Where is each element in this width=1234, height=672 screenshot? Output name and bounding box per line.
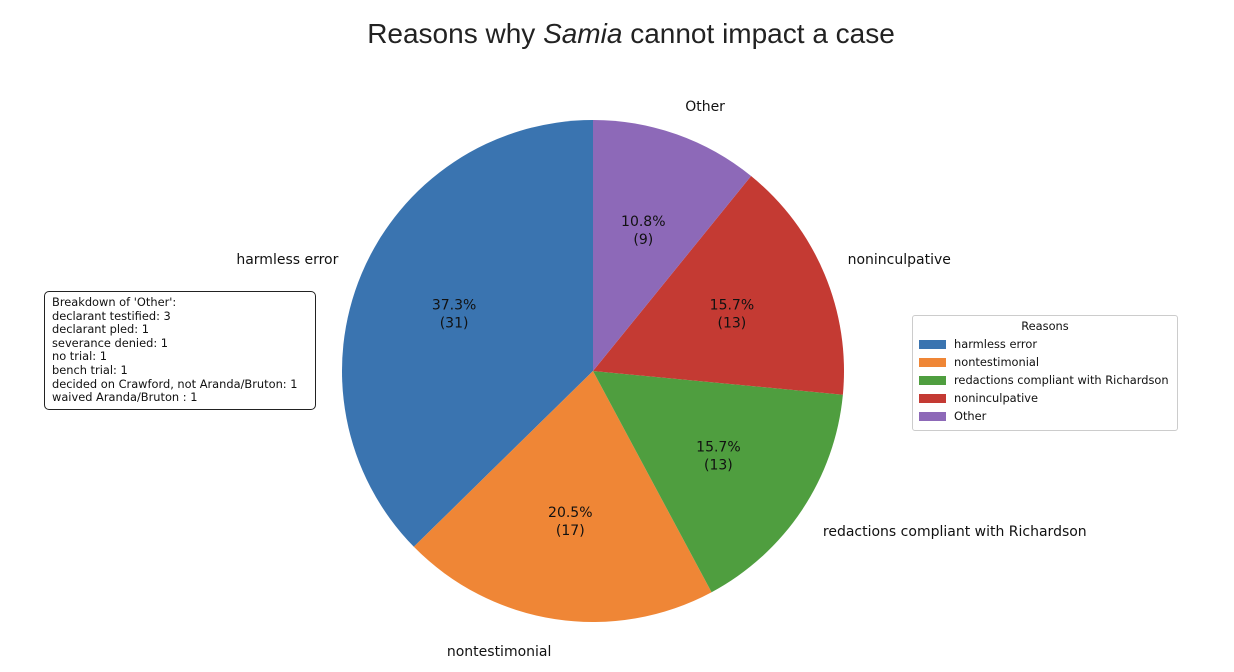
other-breakdown-line: decided on Crawford, not Aranda/Bruton: … <box>52 376 298 391</box>
chart-title: Reasons why Samia cannot impact a case <box>0 18 1234 50</box>
chart-title-suffix: cannot impact a case <box>622 18 895 49</box>
legend-item: Other <box>919 407 1171 425</box>
other-breakdown-line: declarant pled: 1 <box>52 322 149 337</box>
legend-swatch <box>919 339 946 349</box>
pie-count-label: (13) <box>718 316 747 332</box>
legend-title: Reasons <box>1021 319 1069 333</box>
other-breakdown-line: bench trial: 1 <box>52 362 128 377</box>
pie-count-label: (17) <box>556 523 585 539</box>
legend-item: noninculpative <box>919 389 1171 407</box>
pie-category-label: harmless error <box>236 252 338 268</box>
other-breakdown-line: severance denied: 1 <box>52 335 169 350</box>
legend-swatch <box>919 375 946 385</box>
legend-label: Other <box>954 409 987 423</box>
pie-slice-redactions-compliant-with-richardson <box>593 371 843 593</box>
legend-label: noninculpative <box>954 391 1039 405</box>
pie-slice-other <box>593 120 752 371</box>
pie-category-label: noninculpative <box>848 252 951 268</box>
legend-item: redactions compliant with Richardson <box>919 371 1171 389</box>
pie-category-label: Other <box>685 99 725 115</box>
other-breakdown-line: declarant testified: 3 <box>52 308 171 323</box>
legend-swatch <box>919 393 946 403</box>
legend: Reasons harmless error nontestimonial re… <box>912 315 1178 431</box>
pie-count-label: (31) <box>440 316 469 332</box>
legend-item: harmless error <box>919 335 1171 353</box>
pie-slices <box>341 120 845 623</box>
other-breakdown-line: no trial: 1 <box>52 349 107 364</box>
pie-percent-label: 10.8% <box>621 214 665 230</box>
legend-label: nontestimonial <box>954 355 1040 369</box>
other-breakdown-title: Breakdown of 'Other': <box>52 295 177 309</box>
pie-percent-label: 15.7% <box>710 298 754 314</box>
legend-item: nontestimonial <box>919 353 1171 371</box>
legend-label: harmless error <box>954 337 1038 351</box>
legend-swatch <box>919 357 946 367</box>
pie-percent-label: 20.5% <box>548 505 592 521</box>
other-breakdown-box: Breakdown of 'Other': declarant testifie… <box>44 291 316 410</box>
pie-percent-label: 37.3% <box>432 298 476 314</box>
pie-category-label: nontestimonial <box>447 644 552 660</box>
chart-title-prefix: Reasons why <box>367 18 544 49</box>
pie-slice-harmless-error <box>341 120 593 547</box>
other-breakdown-line: waived Aranda/Bruton : 1 <box>52 390 198 405</box>
legend-label: redactions compliant with Richardson <box>954 373 1169 387</box>
chart-title-emphasis: Samia <box>543 18 623 49</box>
pie-slice-noninculpative <box>593 176 845 395</box>
pie-category-label: redactions compliant with Richardson <box>823 524 1087 540</box>
pie-count-label: (9) <box>633 232 653 248</box>
pie-labels: 37.3% (31) harmless error 20.5% (17) nontesti… <box>236 99 1086 660</box>
pie-percent-label: 15.7% <box>696 439 740 455</box>
legend-swatch <box>919 411 946 421</box>
pie-count-label: (13) <box>704 457 733 473</box>
pie-slice-nontestimonial <box>413 371 712 623</box>
